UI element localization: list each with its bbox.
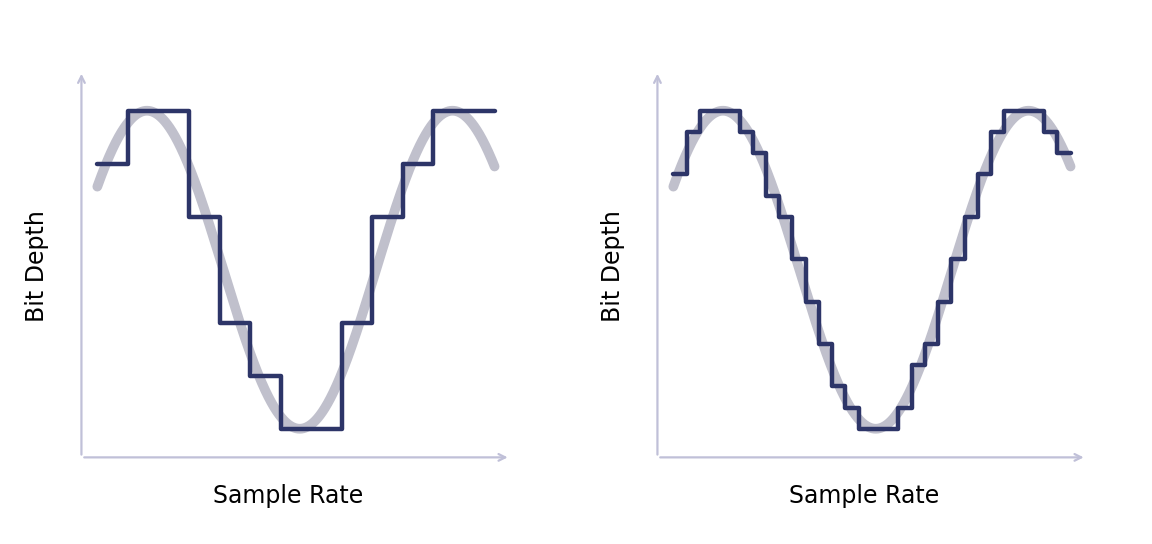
Y-axis label: Bit Depth: Bit Depth: [25, 211, 50, 323]
X-axis label: Sample Rate: Sample Rate: [213, 484, 363, 509]
X-axis label: Sample Rate: Sample Rate: [789, 484, 939, 509]
Y-axis label: Bit Depth: Bit Depth: [601, 211, 626, 323]
